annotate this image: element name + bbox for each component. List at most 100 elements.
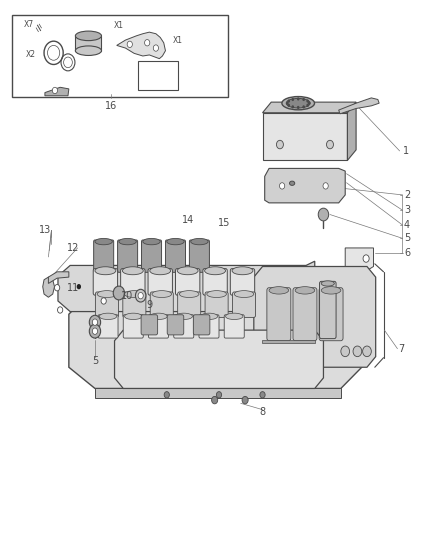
Text: 11: 11 [67, 282, 79, 293]
Ellipse shape [75, 31, 102, 41]
Ellipse shape [150, 313, 167, 319]
FancyBboxPatch shape [117, 240, 138, 272]
FancyBboxPatch shape [320, 281, 336, 338]
FancyBboxPatch shape [123, 292, 146, 317]
Text: 3: 3 [404, 205, 410, 215]
Ellipse shape [95, 238, 113, 245]
Circle shape [92, 328, 98, 334]
Text: X7: X7 [24, 20, 34, 29]
Ellipse shape [200, 313, 218, 319]
FancyBboxPatch shape [94, 240, 114, 272]
FancyBboxPatch shape [319, 288, 343, 341]
FancyBboxPatch shape [174, 315, 194, 338]
Polygon shape [95, 389, 341, 398]
Circle shape [306, 100, 309, 103]
FancyBboxPatch shape [120, 269, 145, 295]
Circle shape [57, 307, 63, 313]
Circle shape [113, 286, 124, 300]
Text: 6: 6 [404, 248, 410, 259]
Polygon shape [265, 168, 345, 203]
Circle shape [242, 397, 248, 404]
Polygon shape [261, 340, 315, 343]
FancyBboxPatch shape [123, 315, 143, 338]
FancyBboxPatch shape [189, 240, 209, 272]
Circle shape [212, 397, 218, 404]
FancyBboxPatch shape [95, 292, 118, 317]
FancyBboxPatch shape [205, 292, 228, 317]
Text: 1: 1 [403, 146, 409, 156]
Text: 15: 15 [218, 218, 230, 228]
Circle shape [276, 140, 283, 149]
Text: 4: 4 [404, 220, 410, 230]
Text: 13: 13 [39, 225, 51, 236]
Ellipse shape [124, 290, 144, 297]
Circle shape [153, 45, 159, 51]
Circle shape [145, 39, 150, 46]
FancyBboxPatch shape [293, 288, 317, 341]
FancyBboxPatch shape [224, 315, 244, 338]
Ellipse shape [95, 266, 116, 274]
Text: 12: 12 [67, 243, 79, 253]
FancyBboxPatch shape [141, 315, 158, 335]
FancyBboxPatch shape [141, 240, 162, 272]
Polygon shape [70, 268, 311, 310]
Ellipse shape [269, 287, 289, 294]
Circle shape [286, 102, 289, 105]
Polygon shape [254, 266, 376, 367]
Text: 16: 16 [105, 101, 117, 111]
FancyBboxPatch shape [166, 240, 185, 272]
Circle shape [89, 316, 101, 329]
Text: 14: 14 [182, 215, 194, 225]
FancyBboxPatch shape [176, 269, 200, 295]
Ellipse shape [321, 281, 334, 286]
Ellipse shape [119, 238, 136, 245]
Ellipse shape [234, 290, 254, 297]
Polygon shape [45, 87, 69, 96]
Text: 9: 9 [146, 300, 152, 310]
Text: X1: X1 [114, 21, 124, 30]
Ellipse shape [175, 313, 192, 319]
Circle shape [297, 106, 300, 109]
Text: 2: 2 [404, 190, 410, 200]
FancyBboxPatch shape [148, 315, 169, 338]
Text: X1: X1 [173, 36, 183, 45]
Circle shape [216, 392, 222, 398]
Circle shape [287, 100, 290, 103]
Text: X2: X2 [25, 50, 35, 59]
Bar [12, 14, 228, 97]
Ellipse shape [282, 96, 314, 110]
Ellipse shape [97, 290, 117, 297]
Polygon shape [69, 288, 367, 389]
Circle shape [101, 298, 106, 304]
Polygon shape [58, 261, 315, 312]
Circle shape [135, 289, 146, 302]
Polygon shape [339, 98, 379, 114]
Circle shape [89, 324, 101, 338]
Ellipse shape [150, 266, 171, 274]
Circle shape [291, 98, 294, 101]
Ellipse shape [205, 266, 226, 274]
FancyBboxPatch shape [93, 269, 117, 295]
Circle shape [363, 346, 371, 357]
Bar [75, 36, 102, 51]
Circle shape [302, 106, 305, 108]
Polygon shape [48, 272, 69, 284]
Circle shape [287, 104, 290, 107]
Ellipse shape [152, 290, 172, 297]
FancyBboxPatch shape [148, 269, 173, 295]
Polygon shape [117, 32, 166, 59]
Circle shape [127, 41, 132, 47]
FancyBboxPatch shape [178, 292, 201, 317]
Ellipse shape [167, 238, 184, 245]
Ellipse shape [191, 238, 208, 245]
Circle shape [164, 392, 170, 398]
FancyBboxPatch shape [167, 315, 184, 335]
Ellipse shape [180, 290, 199, 297]
Circle shape [92, 319, 98, 325]
Ellipse shape [75, 46, 102, 55]
Circle shape [297, 98, 300, 101]
FancyBboxPatch shape [203, 269, 227, 295]
Circle shape [52, 87, 57, 94]
Circle shape [260, 392, 265, 398]
Circle shape [302, 98, 305, 101]
